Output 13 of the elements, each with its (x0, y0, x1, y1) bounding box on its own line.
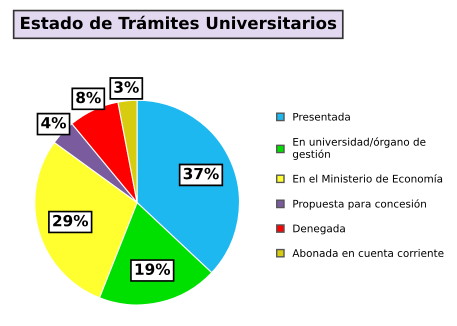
legend-label: Propuesta para concesión (293, 199, 426, 210)
legend-label: Denegada (293, 224, 345, 234)
data-label: 3% (114, 81, 139, 93)
data-label: 29% (53, 214, 88, 226)
legend-label: Abonada en cuenta corriente (292, 248, 444, 258)
legend-label: Presentada (293, 112, 350, 121)
data-label: 8% (76, 92, 101, 104)
data-label: 19% (136, 263, 170, 275)
data-label: 37% (184, 168, 219, 180)
legend-label: En universidad/órgano de gestión (292, 137, 426, 160)
legend-label: En el Ministerio de Economía (293, 174, 442, 183)
chart-title: Estado de Trámites Universitarios (21, 16, 336, 30)
data-label: 4% (41, 116, 66, 129)
